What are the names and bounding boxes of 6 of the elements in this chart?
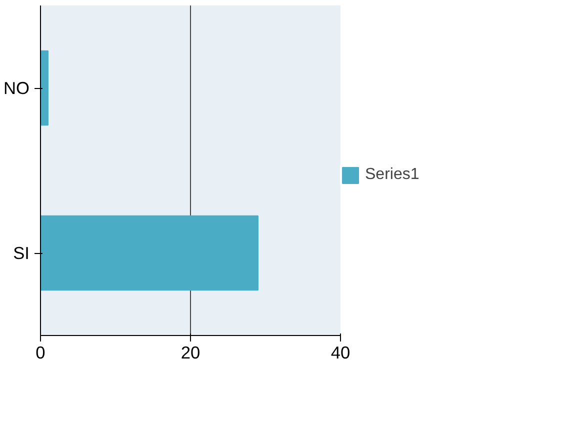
legend-label: Series1 [365, 166, 420, 184]
y-tick-label: SI [13, 243, 30, 263]
y-tick-label: NO [4, 78, 30, 98]
x-tick-label: 20 [180, 342, 200, 362]
x-tick-label: 0 [36, 342, 46, 362]
x-tick-label: 40 [330, 342, 350, 362]
